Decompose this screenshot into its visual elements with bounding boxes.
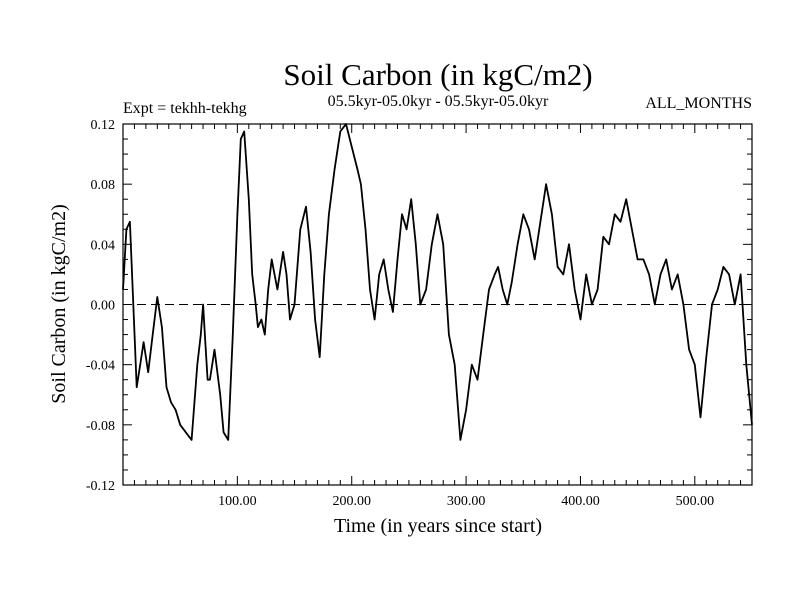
y-tick-labels: -0.12 -0.08 -0.04 0.00 0.04 0.08 0.12 xyxy=(86,118,115,494)
y-tick-label: -0.12 xyxy=(86,479,115,494)
period-label: 05.5kyr-05.0kyr - 05.5kyr-05.0kyr xyxy=(328,93,549,110)
x-tick-label: 400.00 xyxy=(561,494,600,509)
y-tick-label: 0.04 xyxy=(91,238,116,253)
x-tick-label: 300.00 xyxy=(447,494,486,509)
y-axis-label: Soil Carbon (in kgC/m2) xyxy=(48,204,70,403)
experiment-label: Expt = tekhh-tekhg xyxy=(123,100,247,117)
months-label: ALL_MONTHS xyxy=(645,95,752,112)
y-tick-label: -0.08 xyxy=(86,419,115,434)
x-axis-label: Time (in years since start) xyxy=(334,515,542,537)
x-tick-label: 100.00 xyxy=(218,494,257,509)
y-tick-label: 0.08 xyxy=(91,178,116,193)
x-tick-label: 200.00 xyxy=(332,494,371,509)
y-tick-label: 0.00 xyxy=(91,299,116,314)
chart-title: Soil Carbon (in kgC/m2) xyxy=(283,57,592,92)
series-line-soil-carbon xyxy=(122,123,753,441)
x-tick-labels: 100.00 200.00 300.00 400.00 500.00 xyxy=(218,494,714,509)
y-tick-label: -0.04 xyxy=(86,359,115,374)
y-tick-label: 0.12 xyxy=(91,118,116,133)
x-tick-label: 500.00 xyxy=(676,494,715,509)
